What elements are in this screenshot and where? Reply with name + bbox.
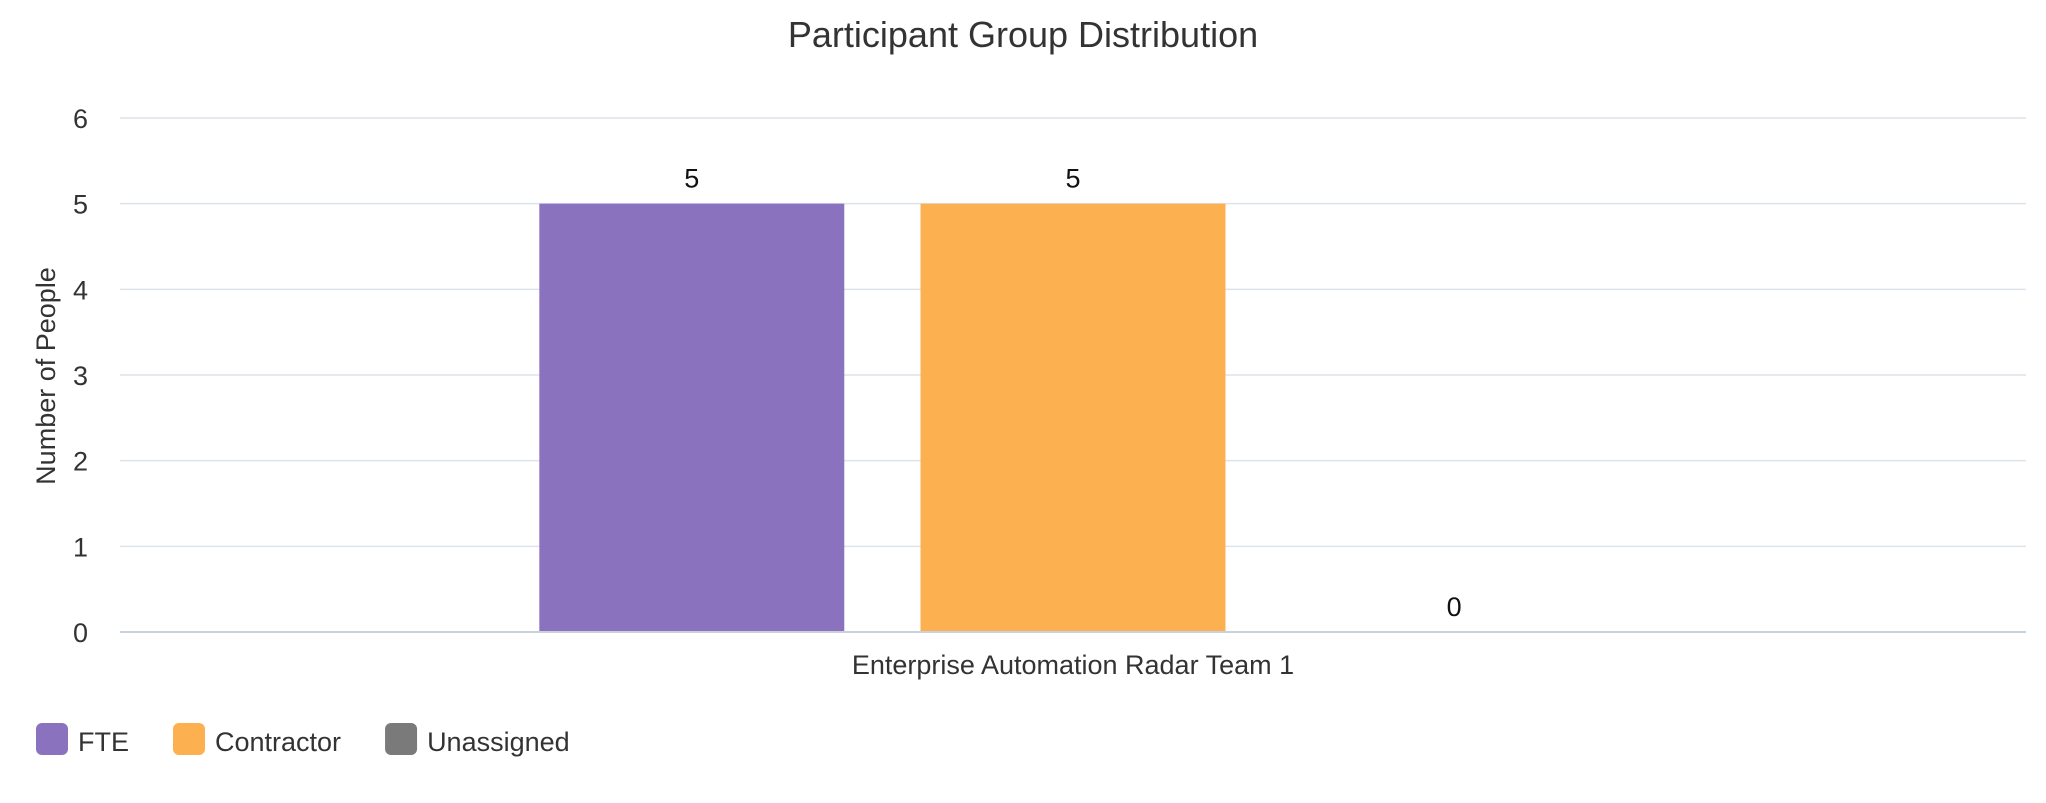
- chart-title: Participant Group Distribution: [788, 14, 1258, 55]
- y-tick-label: 1: [73, 532, 88, 562]
- bar-contractor[interactable]: [920, 203, 1226, 632]
- legend: FTE Contractor Unassigned: [36, 723, 570, 757]
- data-label-contractor: 5: [1065, 164, 1080, 194]
- x-axis-categories: Enterprise Automation Radar Team 1: [852, 650, 1294, 680]
- legend-item-unassigned[interactable]: Unassigned: [385, 723, 570, 757]
- y-axis-title: Number of People: [31, 267, 61, 485]
- y-tick-label: 5: [73, 190, 88, 220]
- bars: [539, 203, 1226, 632]
- y-tick-label: 3: [73, 361, 88, 391]
- y-tick-label: 2: [73, 447, 88, 477]
- legend-label: Contractor: [215, 727, 341, 757]
- data-label-fte: 5: [684, 164, 699, 194]
- bar-fte[interactable]: [539, 203, 845, 632]
- data-label-unassigned: 0: [1447, 592, 1462, 622]
- legend-swatch: [36, 723, 68, 755]
- y-tick-label: 4: [73, 275, 88, 305]
- legend-swatch: [173, 723, 205, 755]
- legend-item-contractor[interactable]: Contractor: [173, 723, 341, 757]
- legend-label: Unassigned: [427, 727, 570, 757]
- legend-swatch: [385, 723, 418, 755]
- x-category-label: Enterprise Automation Radar Team 1: [852, 650, 1294, 680]
- data-labels: 5 5 0: [684, 164, 1461, 622]
- legend-item-fte[interactable]: FTE: [36, 723, 129, 757]
- y-tick-label: 0: [73, 618, 88, 648]
- y-axis-ticks: 0 1 2 3 4 5 6: [73, 104, 88, 648]
- y-tick-label: 6: [73, 104, 88, 134]
- legend-label: FTE: [78, 727, 129, 757]
